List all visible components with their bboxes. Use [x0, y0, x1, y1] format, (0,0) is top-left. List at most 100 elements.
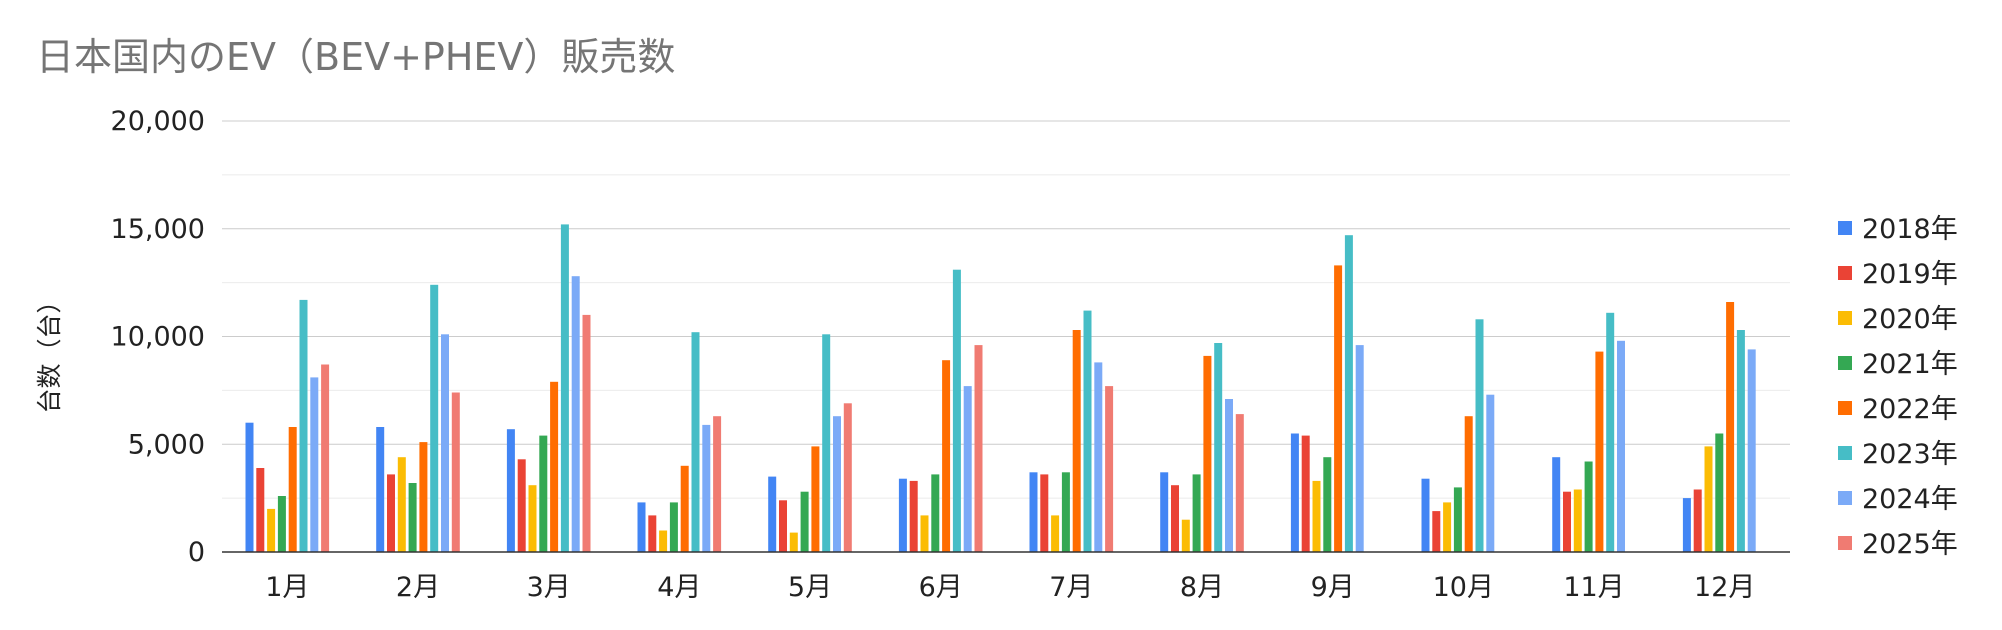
legend-swatch — [1838, 356, 1852, 370]
legend-item: 2019年 — [1838, 259, 1958, 290]
bar — [571, 276, 580, 552]
legend-swatch — [1838, 221, 1852, 235]
bar — [451, 392, 460, 552]
legend-label: 2020年 — [1862, 304, 1958, 335]
y-tick-label: 0 — [188, 537, 205, 568]
bar — [811, 446, 820, 552]
bar — [843, 403, 852, 552]
bar — [768, 476, 777, 552]
grid — [222, 120, 1790, 499]
bar — [1552, 457, 1561, 552]
bar — [1203, 355, 1212, 552]
legend-swatch — [1838, 491, 1852, 505]
bar — [920, 515, 929, 552]
bar — [310, 377, 319, 552]
bar — [1040, 474, 1049, 552]
bar — [952, 269, 961, 552]
legend-item: 2018年 — [1838, 214, 1958, 245]
bar — [1312, 480, 1321, 552]
bar — [680, 465, 689, 552]
bar — [387, 474, 395, 552]
bar — [1344, 235, 1353, 552]
legend-item: 2023年 — [1838, 439, 1958, 470]
legend-label: 2022年 — [1862, 394, 1958, 425]
bar — [1693, 489, 1702, 552]
bar — [691, 332, 700, 552]
bar — [539, 435, 548, 552]
x-tick-label: 7月 — [1049, 572, 1093, 603]
bar — [1736, 330, 1745, 552]
legend-label: 2025年 — [1862, 529, 1958, 560]
bar — [419, 442, 428, 552]
bar — [256, 468, 265, 552]
bar — [1171, 485, 1179, 552]
legend-swatch — [1838, 266, 1852, 280]
bar — [1704, 446, 1713, 552]
bar — [1105, 386, 1114, 552]
bar — [528, 485, 537, 552]
x-tick-label: 11月 — [1563, 572, 1624, 603]
bar — [702, 424, 711, 552]
bar — [1747, 349, 1756, 552]
bar — [1475, 319, 1484, 552]
bar — [517, 459, 526, 552]
bar — [376, 427, 385, 552]
bar — [277, 496, 286, 552]
bar — [931, 474, 940, 552]
bar — [1051, 515, 1060, 552]
bar — [245, 422, 254, 552]
bar — [898, 478, 907, 552]
bar — [669, 502, 678, 552]
bar — [1432, 511, 1441, 552]
bar — [974, 345, 983, 552]
bar — [582, 314, 591, 552]
legend-item: 2021年 — [1838, 349, 1958, 380]
bar — [267, 508, 276, 552]
bar — [659, 530, 668, 552]
y-axis-ticks: 20,000 15,000 10,000 5,000 0 — [111, 106, 205, 568]
bar — [1323, 457, 1332, 552]
legend-swatch — [1838, 401, 1852, 415]
bar — [1421, 478, 1430, 552]
bars — [245, 224, 1756, 552]
bar — [1606, 312, 1615, 552]
bar — [299, 299, 308, 552]
legend: 2018年 2019年 2020年 2021年 2022年 2023年 2024年 2025年 — [1838, 214, 1958, 560]
bar — [288, 427, 297, 552]
legend-item: 2025年 — [1838, 529, 1958, 560]
bar — [1573, 489, 1582, 552]
bar — [1584, 461, 1593, 552]
bar — [909, 480, 918, 552]
bar — [713, 416, 722, 552]
legend-swatch — [1838, 446, 1852, 460]
bar — [648, 515, 657, 552]
bar — [1563, 491, 1571, 552]
x-tick-label: 5月 — [788, 572, 832, 603]
bar — [1192, 474, 1201, 552]
x-tick-label: 3月 — [527, 572, 571, 603]
bar — [1072, 330, 1081, 552]
x-tick-label: 2月 — [396, 572, 440, 603]
legend-item: 2022年 — [1838, 394, 1958, 425]
bar — [1617, 340, 1625, 552]
bar — [800, 491, 809, 552]
y-axis-label: 台数（台） — [35, 288, 64, 413]
bar — [1726, 302, 1735, 552]
chart-title: 日本国内のEV（BEV+PHEV）販売数 — [36, 35, 675, 79]
legend-label: 2023年 — [1862, 439, 1958, 470]
bar — [1181, 519, 1190, 552]
legend-swatch — [1838, 536, 1852, 550]
bar — [397, 457, 406, 552]
bar — [1029, 472, 1038, 552]
bar — [1715, 433, 1724, 552]
bar — [321, 364, 330, 552]
bar — [1214, 343, 1223, 552]
bar — [789, 532, 798, 552]
x-tick-label: 4月 — [657, 572, 701, 603]
bar — [1334, 265, 1343, 552]
bar — [833, 416, 841, 552]
bar — [1301, 435, 1310, 552]
bar — [1486, 394, 1495, 552]
bar — [1235, 414, 1244, 552]
